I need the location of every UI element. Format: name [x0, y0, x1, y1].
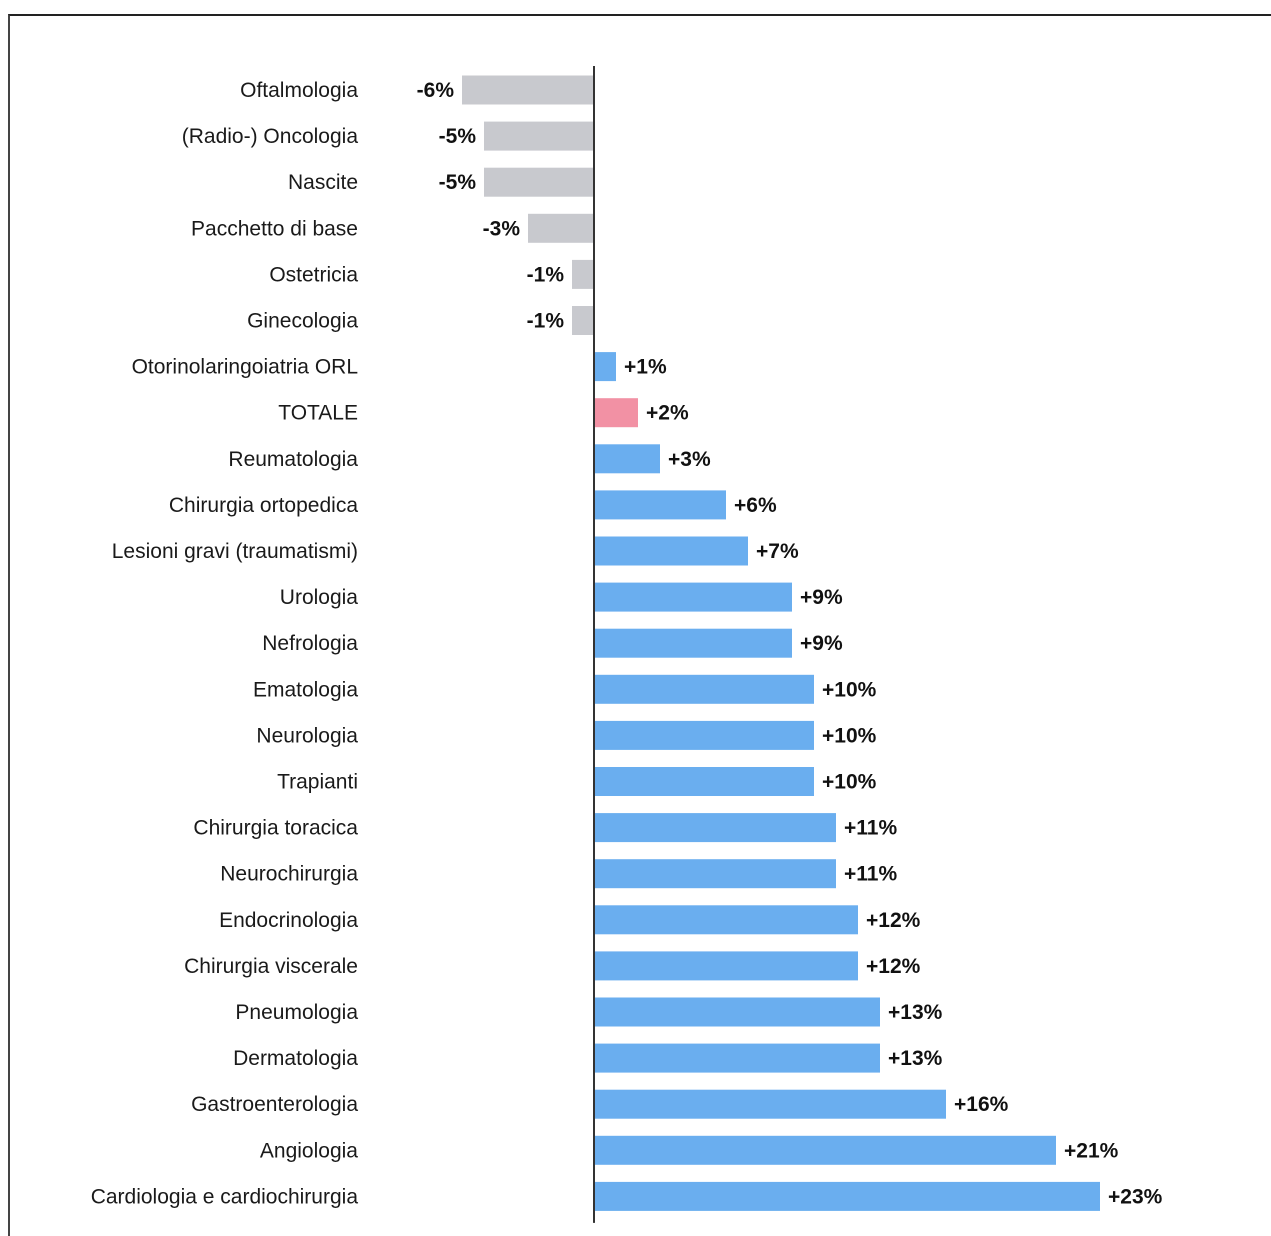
- value-label-neurologia: +10%: [822, 724, 877, 747]
- value-label-ematologia: +10%: [822, 678, 877, 701]
- bar-urologia: [594, 582, 792, 612]
- value-label-pneumologia: +13%: [888, 1001, 943, 1024]
- category-label-ginecologia: Ginecologia: [247, 310, 358, 333]
- category-label-pneumologia: Pneumologia: [235, 1001, 358, 1024]
- value-label-chirurgia-viscerale: +12%: [866, 955, 921, 978]
- value-label-otorinolaringoiatria-orl: +1%: [624, 356, 667, 379]
- category-label-dermatologia: Dermatologia: [233, 1047, 358, 1070]
- bar-lesioni-gravi-traumatismi: [594, 536, 748, 566]
- category-label-gastroenterologia: Gastroenterologia: [191, 1093, 358, 1116]
- category-label-cardiologia-e-cardiochirurgia: Cardiologia e cardiochirurgia: [91, 1185, 359, 1208]
- value-label-neurochirurgia: +11%: [844, 863, 897, 886]
- bar-endocrinologia: [594, 905, 858, 935]
- category-labels: Oftalmologia (Radio-) Oncologia Nascite Pac…: [91, 79, 359, 1208]
- value-label-totale: +2%: [646, 402, 689, 425]
- category-label-chirurgia-ortopedica: Chirurgia ortopedica: [169, 494, 358, 517]
- value-label-radio-oncologia: -5%: [439, 125, 477, 148]
- category-label-trapianti: Trapianti: [277, 771, 358, 794]
- value-label-oftalmologia: -6%: [417, 79, 455, 102]
- bar-otorinolaringoiatria-orl: [594, 352, 616, 382]
- value-label-trapianti: +10%: [822, 771, 877, 794]
- bar-pneumologia: [594, 997, 880, 1027]
- bar-reumatologia: [594, 444, 660, 474]
- value-label-ostetricia: -1%: [527, 263, 565, 286]
- category-label-nefrologia: Nefrologia: [262, 632, 358, 655]
- value-label-dermatologia: +13%: [888, 1047, 943, 1070]
- category-label-ostetricia: Ostetricia: [269, 263, 358, 286]
- bar-neurochirurgia: [594, 859, 836, 889]
- value-label-nascite: -5%: [439, 171, 477, 194]
- value-label-nefrologia: +9%: [800, 632, 843, 655]
- bar-chirurgia-ortopedica: [594, 490, 726, 520]
- category-label-neurochirurgia: Neurochirurgia: [220, 863, 358, 886]
- bar-gastroenterologia: [594, 1089, 946, 1119]
- category-label-pacchetto-di-base: Pacchetto di base: [191, 217, 358, 240]
- category-label-chirurgia-viscerale: Chirurgia viscerale: [184, 955, 358, 978]
- category-label-radio-oncologia: (Radio-) Oncologia: [182, 125, 359, 148]
- value-label-chirurgia-ortopedica: +6%: [734, 494, 777, 517]
- bar-nefrologia: [594, 628, 792, 658]
- bar-ematologia: [594, 674, 814, 704]
- category-label-oftalmologia: Oftalmologia: [240, 79, 358, 102]
- value-label-pacchetto-di-base: -3%: [483, 217, 521, 240]
- value-label-gastroenterologia: +16%: [954, 1093, 1009, 1116]
- bar-totale: [594, 398, 638, 428]
- category-label-totale: TOTALE: [278, 402, 358, 425]
- category-label-nascite: Nascite: [288, 171, 358, 194]
- value-label-urologia: +9%: [800, 586, 843, 609]
- bar-cardiologia-e-cardiochirurgia: [594, 1181, 1100, 1211]
- category-label-reumatologia: Reumatologia: [228, 448, 358, 471]
- category-label-chirurgia-toracica: Chirurgia toracica: [193, 817, 358, 840]
- value-label-endocrinologia: +12%: [866, 909, 921, 932]
- bar-pacchetto-di-base: [528, 213, 594, 243]
- bars-layer: [462, 75, 1100, 1211]
- value-label-reumatologia: +3%: [668, 448, 711, 471]
- value-labels: -6%-5%-5%-3%-1%-1%+1%+2%+3%+6%+7%+9%+9%+…: [417, 79, 1163, 1208]
- category-label-lesioni-gravi-traumatismi: Lesioni gravi (traumatismi): [112, 540, 358, 563]
- bar-angiologia: [594, 1135, 1056, 1165]
- bar-ostetricia: [572, 259, 594, 289]
- value-label-angiologia: +21%: [1064, 1139, 1119, 1162]
- bar-chirurgia-viscerale: [594, 951, 858, 981]
- value-label-cardiologia-e-cardiochirurgia: +23%: [1108, 1185, 1163, 1208]
- category-label-angiologia: Angiologia: [260, 1139, 358, 1162]
- value-label-chirurgia-toracica: +11%: [844, 817, 897, 840]
- bar-ginecologia: [572, 306, 594, 335]
- category-label-otorinolaringoiatria-orl: Otorinolaringoiatria ORL: [132, 356, 358, 379]
- category-label-urologia: Urologia: [280, 586, 359, 609]
- bar-neurologia: [594, 720, 814, 750]
- bar-radio-oncologia: [484, 121, 594, 151]
- category-label-endocrinologia: Endocrinologia: [219, 909, 358, 932]
- bar-trapianti: [594, 767, 814, 796]
- category-label-ematologia: Ematologia: [253, 678, 358, 701]
- bar-dermatologia: [594, 1043, 880, 1073]
- value-label-lesioni-gravi-traumatismi: +7%: [756, 540, 799, 563]
- bar-oftalmologia: [462, 75, 594, 105]
- bar-chirurgia-toracica: [594, 813, 836, 843]
- chart-frame: [8, 14, 1271, 1236]
- value-label-ginecologia: -1%: [527, 310, 565, 333]
- bar-nascite: [484, 167, 594, 197]
- category-label-neurologia: Neurologia: [256, 724, 358, 747]
